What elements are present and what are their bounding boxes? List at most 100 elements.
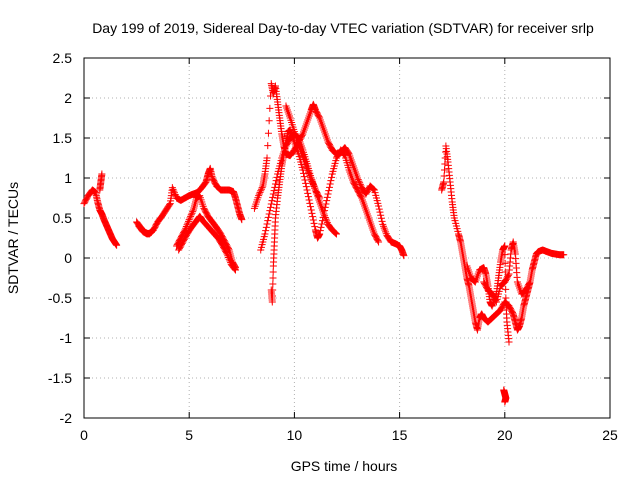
data-point [501, 242, 509, 250]
data-point [501, 398, 509, 406]
data-point [304, 193, 312, 201]
data-point [256, 188, 264, 196]
data-point [184, 217, 192, 225]
data-point [307, 176, 315, 184]
data-point [307, 203, 315, 211]
data-point [356, 179, 364, 187]
data-point [526, 278, 534, 286]
data-point [560, 251, 568, 259]
data-point [322, 215, 330, 223]
data-point [265, 117, 273, 125]
data-point [400, 252, 408, 260]
data-point [325, 183, 333, 191]
y-tick-label: -2 [60, 410, 73, 426]
data-point [269, 190, 277, 198]
data-point [309, 181, 317, 189]
data-point [309, 179, 317, 187]
data-point [316, 227, 324, 235]
data-point [268, 197, 276, 205]
data-point [308, 177, 316, 185]
data-point [270, 187, 278, 195]
grid-lines [84, 58, 610, 418]
data-point [269, 280, 277, 288]
data-point [375, 205, 383, 213]
data-point [370, 185, 378, 193]
data-point [304, 189, 312, 197]
data-point [505, 338, 513, 346]
x-tick-label: 20 [497, 427, 513, 443]
data-point [310, 219, 318, 227]
data-point [301, 176, 309, 184]
data-point [315, 113, 323, 121]
chart-title: Day 199 of 2019, Sidereal Day-to-day VTE… [92, 20, 594, 36]
data-point [271, 180, 279, 188]
axis-ticks: 0 5 10 15 20 25 2.5 2 1.5 1 0.5 0 -0.5 -1 -1.5 -2 [48, 50, 618, 443]
data-point [268, 292, 276, 300]
data-point [323, 197, 331, 205]
data-point [316, 230, 324, 238]
y-tick-label: -1 [60, 330, 73, 346]
x-tick-label: 0 [80, 427, 88, 443]
data-point [269, 268, 277, 276]
data-point [331, 229, 339, 237]
data-point [501, 251, 509, 259]
data-point [223, 250, 231, 258]
data-point [269, 193, 277, 201]
data-point [525, 279, 533, 287]
x-tick-label: 25 [602, 427, 618, 443]
data-point [316, 194, 324, 202]
data-point [326, 180, 334, 188]
data-point [323, 217, 331, 225]
data-point [168, 184, 176, 192]
y-tick-label: -1.5 [48, 370, 72, 386]
data-point [187, 212, 195, 220]
data-point [321, 213, 329, 221]
data-point [225, 255, 233, 263]
data-point [266, 104, 274, 112]
data-point [492, 297, 500, 305]
data-point [171, 191, 179, 199]
data-point [271, 183, 279, 191]
data-point [231, 266, 239, 274]
data-point [226, 257, 234, 265]
data-point [268, 298, 276, 306]
data-point [267, 200, 275, 208]
data-point [321, 212, 329, 220]
data-point [265, 210, 273, 218]
data-point [224, 252, 232, 260]
plot-frame [83, 57, 611, 419]
x-axis-label: GPS time / hours [291, 458, 398, 474]
data-point [377, 211, 385, 219]
data-point [264, 129, 272, 137]
x-tick-label: 10 [287, 427, 303, 443]
data-point [189, 208, 197, 216]
data-point [440, 172, 448, 180]
data-point [311, 223, 319, 231]
data-point [311, 184, 319, 192]
data-point [309, 216, 317, 224]
data-point [375, 238, 383, 246]
data-point [440, 178, 448, 186]
data-point [273, 173, 281, 181]
data-point [257, 187, 265, 195]
data-point [262, 223, 270, 231]
y-tick-label: 1.5 [53, 130, 73, 146]
data-point [378, 217, 386, 225]
data-point [255, 192, 263, 200]
data-point [317, 223, 325, 231]
data-point [269, 274, 277, 282]
data-point [166, 201, 174, 209]
data-point [269, 286, 277, 294]
y-tick-label: -0.5 [48, 290, 72, 306]
data-point [501, 259, 509, 267]
data-point [504, 271, 512, 279]
data-point [170, 189, 178, 197]
data-point [186, 214, 194, 222]
data-point [255, 190, 263, 198]
data-point [266, 207, 274, 215]
data-point [320, 210, 328, 218]
data-point [272, 177, 280, 185]
data-point [263, 220, 271, 228]
y-axis-label: SDTVAR / TECUs [5, 182, 21, 294]
data-point [323, 193, 331, 201]
